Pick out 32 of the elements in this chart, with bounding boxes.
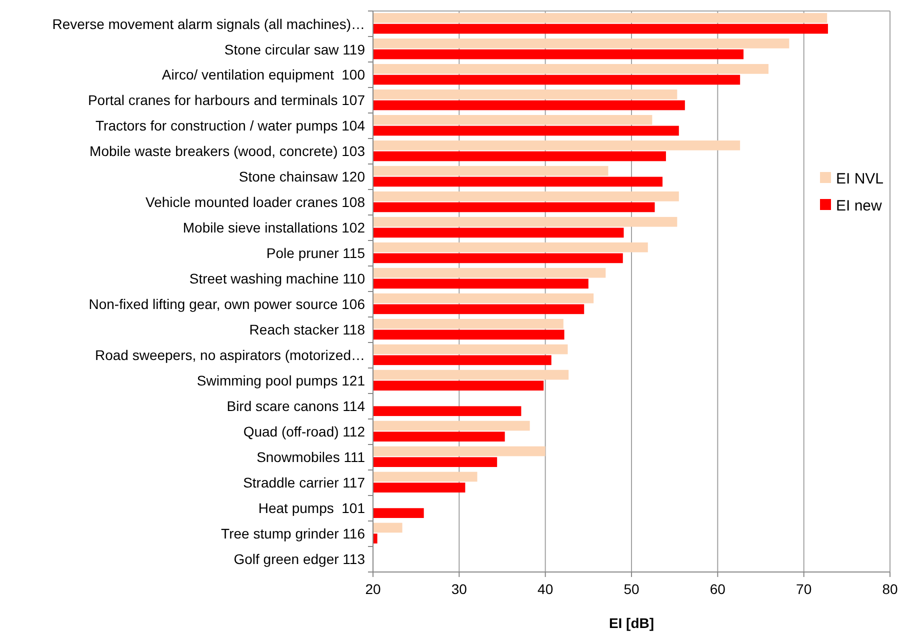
y-tick-label: Swimming pool pumps 121	[196, 372, 366, 389]
y-tick-label: Airco/ ventilation equipment 100	[162, 66, 366, 83]
y-tick-label: Mobile waste breakers (wood, concrete) 103	[90, 143, 366, 160]
y-tick-label: Snowmobiles 111	[256, 449, 366, 466]
y-tick-label: Straddle carrier 117	[243, 474, 366, 491]
y-tick-label: Portal cranes for harbours and terminals 107	[88, 92, 366, 108]
y-tick-label: Mobile sieve installations 102	[182, 220, 366, 236]
x-tick-label: 70	[796, 581, 812, 597]
x-tick-label: 60	[710, 581, 726, 597]
x-tick-label: 50	[624, 581, 640, 597]
legend-label: EI NVL	[836, 170, 884, 188]
y-tick-label: Stone chainsaw 120	[238, 168, 366, 185]
y-tick-label: Tree stump grinder 116	[221, 526, 366, 542]
x-tick-label: 30	[451, 581, 468, 597]
y-tick-label: Tractors for construction / water pumps 104	[96, 118, 366, 134]
y-tick-label: Pole pruner 115	[266, 245, 366, 262]
x-axis-title: EI [dB]	[608, 615, 654, 631]
y-tick-label: Heat pumps 101	[258, 500, 366, 516]
x-tick-label: 40	[538, 581, 554, 597]
y-tick-label: Reverse movement alarm signals (all machines)…	[52, 16, 365, 32]
y-tick-label: Bird scare canons 114	[226, 398, 366, 414]
y-tick-label: Vehicle mounted loader cranes 108	[146, 194, 366, 210]
y-tick-label: Stone circular saw 119	[224, 41, 366, 58]
y-tick-label: Quad (off-road) 112	[243, 424, 366, 440]
y-tick-label: Non-fixed lifting gear, own power source 106	[88, 296, 366, 312]
y-tick-label: Street washing machine 110	[189, 270, 366, 287]
y-tick-label: Golf green edger 113	[234, 551, 366, 568]
y-tick-label: Reach stacker 118	[249, 322, 366, 338]
legend-label: EI new	[836, 197, 882, 214]
x-tick-label: 20	[365, 581, 381, 597]
x-tick-label: 80	[882, 581, 898, 597]
y-tick-label: Road sweepers, no aspirators (motorized…	[94, 347, 365, 364]
